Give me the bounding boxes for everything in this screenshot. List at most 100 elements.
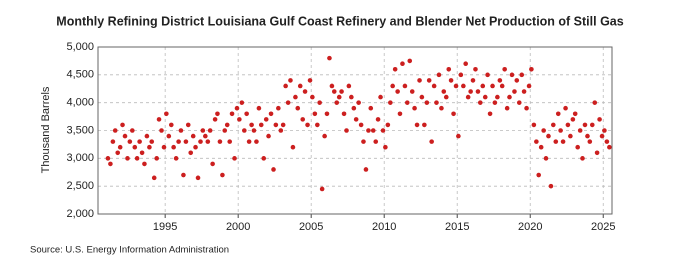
data-point	[422, 122, 427, 128]
data-point	[283, 83, 288, 89]
data-point	[290, 144, 296, 150]
data-point	[220, 172, 225, 178]
x-tick-label: 2025	[591, 221, 615, 233]
data-point	[310, 94, 315, 100]
data-point	[229, 111, 235, 117]
data-point	[509, 72, 515, 78]
y-tick-label: 5,000	[66, 41, 94, 53]
data-point	[105, 156, 111, 161]
data-point	[278, 128, 284, 133]
data-point	[397, 111, 403, 117]
y-tick-label: 3,500	[66, 124, 94, 136]
data-point	[436, 72, 442, 78]
data-point	[424, 100, 430, 105]
data-point	[560, 139, 566, 144]
data-point	[239, 100, 245, 105]
data-point	[565, 122, 571, 128]
data-point	[361, 139, 366, 144]
data-point	[507, 94, 512, 100]
data-point	[120, 122, 125, 128]
data-point	[251, 128, 257, 133]
data-point	[477, 100, 483, 105]
data-point	[185, 122, 191, 128]
data-point	[550, 122, 556, 128]
data-point	[548, 183, 554, 189]
data-point	[602, 128, 607, 133]
data-point	[553, 139, 559, 144]
data-point	[144, 133, 150, 139]
data-point	[370, 128, 376, 133]
data-point	[319, 186, 325, 192]
y-tick-label: 4,000	[66, 97, 94, 109]
data-point	[134, 156, 140, 161]
data-point	[555, 111, 561, 117]
data-point	[181, 172, 186, 178]
data-point	[305, 122, 310, 128]
data-point	[426, 78, 432, 83]
data-point	[151, 175, 157, 181]
data-point	[594, 150, 600, 156]
data-point	[227, 139, 233, 144]
data-point	[207, 128, 213, 133]
data-point	[334, 100, 340, 105]
data-point	[166, 133, 172, 139]
data-point	[563, 105, 568, 111]
data-point	[385, 122, 391, 128]
data-point	[429, 139, 434, 144]
data-point	[485, 72, 490, 78]
data-point	[108, 161, 113, 167]
data-point	[538, 144, 544, 150]
data-point	[132, 144, 138, 150]
data-point	[607, 144, 612, 150]
data-point	[482, 94, 488, 100]
data-point	[339, 89, 344, 94]
data-point	[404, 100, 410, 105]
data-point	[288, 78, 293, 83]
data-point	[315, 122, 320, 128]
y-tick-label: 3,000	[66, 152, 94, 164]
data-point	[280, 122, 286, 128]
data-point	[210, 161, 215, 167]
y-tick-label: 2,000	[66, 208, 94, 220]
data-point	[271, 167, 276, 172]
y-tick-label: 2,500	[66, 180, 94, 192]
data-point	[524, 105, 529, 111]
data-point	[176, 139, 181, 144]
data-point	[169, 122, 174, 128]
data-point	[577, 128, 583, 133]
data-point	[115, 150, 121, 156]
data-point	[161, 144, 167, 150]
data-point	[258, 122, 264, 128]
data-point	[366, 128, 371, 133]
data-point	[499, 83, 505, 89]
data-point	[198, 139, 203, 144]
data-point	[358, 122, 364, 128]
data-point	[534, 139, 539, 144]
data-point	[268, 111, 274, 117]
data-point	[203, 133, 208, 139]
data-point	[122, 133, 128, 139]
data-point	[441, 89, 447, 94]
data-point	[412, 105, 417, 111]
data-point	[541, 128, 546, 133]
data-point	[492, 100, 498, 105]
data-point	[331, 89, 337, 94]
data-point	[195, 175, 201, 181]
data-point	[368, 105, 374, 111]
data-point	[388, 100, 393, 105]
data-point	[139, 150, 145, 156]
data-point	[473, 66, 478, 72]
data-point	[448, 78, 454, 83]
data-point	[341, 111, 347, 117]
data-point	[302, 89, 308, 94]
x-tick-label: 2020	[518, 221, 542, 233]
data-point	[137, 139, 142, 144]
data-point	[414, 122, 420, 128]
data-point	[353, 117, 359, 122]
data-point	[390, 83, 395, 89]
data-point	[529, 66, 534, 72]
data-point	[242, 128, 247, 133]
data-point	[329, 83, 335, 89]
data-point	[117, 144, 123, 150]
